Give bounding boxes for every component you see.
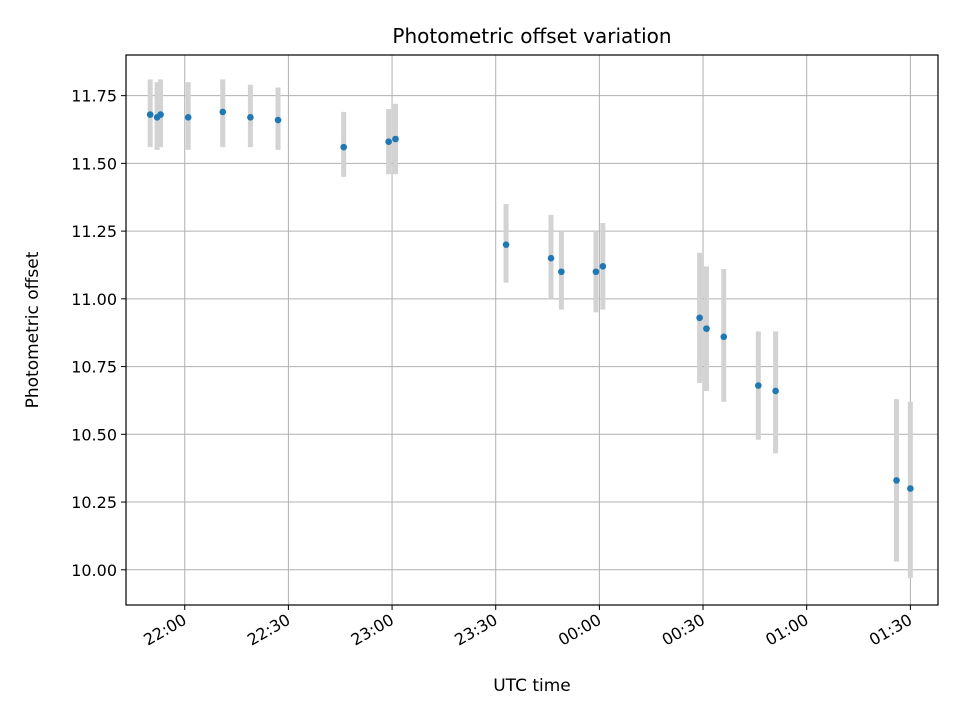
data-point [599,263,607,270]
y-tick-label: 11.50 [71,154,117,173]
data-point [703,325,710,332]
data-point [274,116,282,124]
y-tick-label: 10.50 [71,425,117,444]
x-axis-ticks: 22:00 22:30 23:00 23:30 00:00 00:30 01:00 01:30 [140,605,915,650]
y-tick-label: 11.75 [71,87,117,106]
y-tick-label: 11.25 [71,222,117,241]
data-point [772,387,779,395]
chart-title: Photometric offset variation [392,24,671,48]
y-tick-label: 10.00 [71,561,117,580]
data-point [893,477,900,484]
x-tick-label: 23:30 [451,610,500,650]
x-tick-label: 22:30 [244,610,293,650]
data-points [146,108,914,492]
data-point [392,135,399,143]
error-bars [147,79,913,578]
x-tick-label: 23:00 [348,610,397,650]
data-point [696,314,703,322]
data-point [157,111,164,118]
y-axis-label: Photometric offset [23,251,43,408]
data-point [146,111,154,118]
data-point [502,241,510,248]
data-point [340,143,347,151]
data-point [184,114,192,121]
x-tick-label: 00:30 [659,610,708,650]
y-tick-label: 11.00 [71,290,117,309]
data-point [547,254,555,262]
data-point [907,485,914,492]
data-point [755,382,762,389]
x-tick-label: 01:30 [866,610,915,650]
data-point [592,268,600,276]
x-axis-label: UTC time [493,676,571,696]
y-tick-label: 10.75 [71,358,117,377]
data-point [720,333,728,341]
y-axis-ticks: 10.00 10.25 10.50 10.75 11.00 11.25 11.50 11.75 [71,87,126,580]
data-point [385,138,392,145]
grid [126,55,938,605]
y-tick-label: 10.25 [71,493,117,512]
data-point [219,108,227,116]
data-point [558,268,565,276]
x-tick-label: 01:00 [762,610,811,650]
data-point [247,114,254,121]
x-tick-label: 22:00 [140,610,189,650]
plot-frame [125,54,939,606]
x-tick-label: 00:00 [555,610,604,650]
